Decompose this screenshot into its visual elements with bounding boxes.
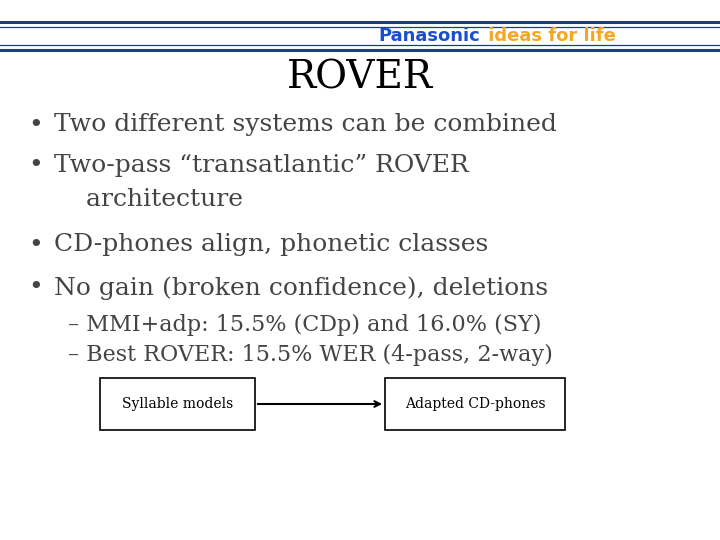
Text: No gain (broken confidence), deletions: No gain (broken confidence), deletions [54,276,548,300]
Text: Two different systems can be combined: Two different systems can be combined [54,113,557,137]
Text: CD-phones align, phonetic classes: CD-phones align, phonetic classes [54,233,488,256]
Text: Adapted CD-phones: Adapted CD-phones [405,397,545,411]
Text: – Best ROVER: 15.5% WER (4-pass, 2-way): – Best ROVER: 15.5% WER (4-pass, 2-way) [68,344,553,366]
Text: Syllable models: Syllable models [122,397,233,411]
Text: •: • [29,113,43,137]
Text: ROVER: ROVER [287,59,433,97]
Text: •: • [29,153,43,177]
Text: Panasonic: Panasonic [378,27,480,45]
Text: Two-pass “transatlantic” ROVER: Two-pass “transatlantic” ROVER [54,153,469,177]
Bar [100,378,255,430]
Text: •: • [29,233,43,256]
Bar [385,378,565,430]
Text: – MMI+adp: 15.5% (CDp) and 16.0% (SY): – MMI+adp: 15.5% (CDp) and 16.0% (SY) [68,314,541,336]
Text: architecture: architecture [54,188,243,212]
Text: •: • [29,276,43,300]
Text: ideas for life: ideas for life [482,27,616,45]
